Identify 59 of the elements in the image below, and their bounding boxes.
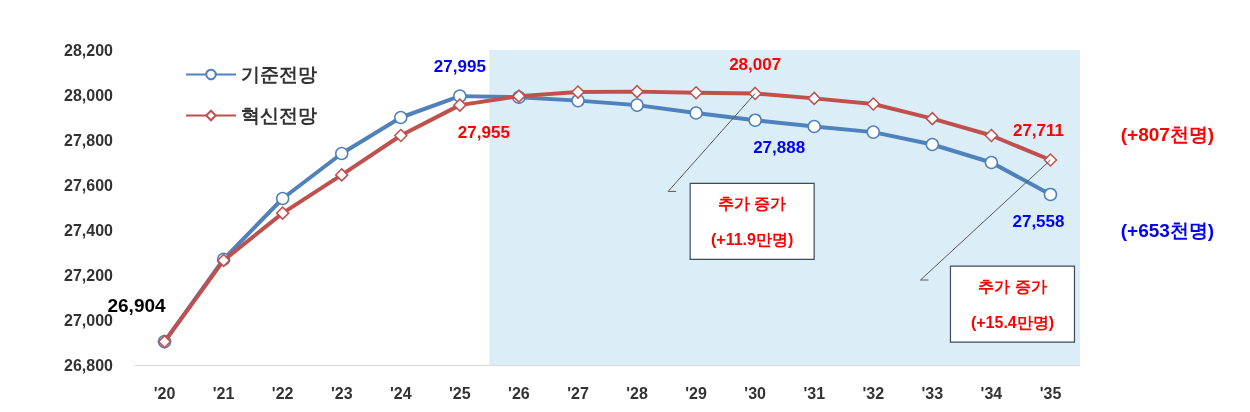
point bbox=[630, 84, 644, 99]
legend-label: 혁신전망 bbox=[241, 105, 317, 126]
x-tick-label: '27 bbox=[567, 384, 589, 402]
x-tick-label: '31 bbox=[803, 384, 826, 402]
point bbox=[689, 86, 703, 100]
point bbox=[1043, 153, 1058, 167]
point bbox=[984, 128, 999, 143]
data-label: 27,711 bbox=[1012, 121, 1064, 141]
point bbox=[394, 128, 408, 143]
point bbox=[807, 119, 821, 134]
data-label: 27,888 bbox=[753, 137, 806, 157]
point bbox=[748, 113, 762, 127]
point bbox=[571, 85, 585, 99]
point bbox=[866, 125, 881, 139]
x-tick-label: '35 bbox=[1039, 384, 1062, 402]
y-tick-label: 27,600 bbox=[64, 176, 114, 194]
point bbox=[866, 97, 881, 111]
point bbox=[1043, 187, 1058, 202]
point bbox=[689, 106, 703, 120]
annotation: 추가 증가 (+15.4만명) bbox=[970, 277, 1055, 331]
y-tick-label: 26,800 bbox=[64, 356, 114, 374]
x-tick-label: '34 bbox=[980, 384, 1003, 402]
y-tick-label: 27,400 bbox=[64, 221, 114, 239]
point bbox=[807, 91, 821, 106]
point bbox=[748, 86, 762, 101]
data-label: 28,007 bbox=[729, 54, 782, 74]
x-tick-label: '29 bbox=[685, 384, 707, 402]
x-tick-label: '22 bbox=[271, 384, 294, 402]
point bbox=[925, 111, 940, 126]
x-tick-label: '21 bbox=[212, 384, 235, 402]
text: (+807천명) bbox=[1120, 123, 1215, 145]
x-tick-label: '33 bbox=[921, 384, 944, 402]
x-tick-label: '26 bbox=[508, 384, 530, 402]
data-label: 27,558 bbox=[1012, 212, 1065, 232]
y-tick-label: 27,800 bbox=[64, 131, 114, 149]
point bbox=[275, 191, 290, 206]
point bbox=[334, 146, 349, 161]
x-tick-label: '25 bbox=[449, 384, 471, 402]
point bbox=[275, 206, 290, 220]
point bbox=[334, 168, 349, 182]
data-label: 27,995 bbox=[433, 57, 486, 77]
text: (+653천명) bbox=[1120, 219, 1215, 241]
annotation: 추가 증가 (+11.9만명) bbox=[711, 194, 794, 248]
point bbox=[394, 110, 408, 125]
y-tick-label: 28,000 bbox=[64, 86, 114, 104]
x-tick-label: '23 bbox=[330, 384, 353, 402]
y-tick-label: 27,200 bbox=[64, 266, 114, 284]
x-tick-label: '28 bbox=[626, 384, 648, 402]
point bbox=[453, 98, 467, 112]
x-tick-label: '24 bbox=[389, 384, 412, 402]
point bbox=[925, 137, 940, 152]
x-tick-label: '32 bbox=[862, 384, 885, 402]
legend-label: 기준전망 bbox=[241, 64, 317, 85]
x-tick-label: '20 bbox=[153, 384, 176, 402]
x-tick-label: '30 bbox=[744, 384, 767, 402]
y-tick-label: 28,200 bbox=[64, 41, 114, 59]
data-label: 27,955 bbox=[457, 122, 510, 142]
point bbox=[984, 155, 999, 170]
point bbox=[630, 98, 644, 112]
